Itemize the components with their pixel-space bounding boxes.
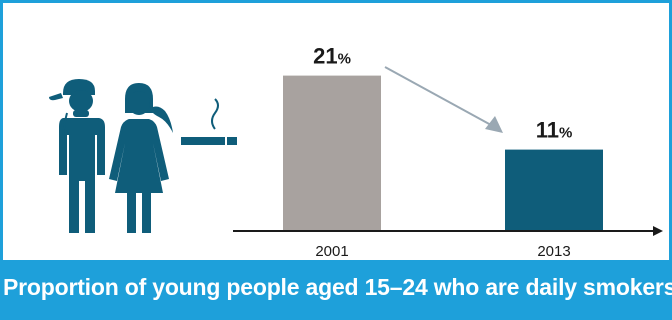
- caption-bar: Proportion of young people aged 15–24 wh…: [3, 260, 672, 320]
- trend-arrow: [384, 66, 492, 126]
- bar-2013: [505, 149, 603, 231]
- young-woman-icon: [109, 83, 173, 233]
- chart-area: 21% 2001 11% 2013: [49, 44, 663, 260]
- young-man-icon: [49, 79, 105, 233]
- chart-caption: Proportion of young people aged 15–24 wh…: [3, 274, 672, 300]
- trend-arrowhead: [485, 116, 503, 133]
- category-label-2013: 2013: [537, 243, 570, 260]
- cigarette-icon: [181, 98, 237, 145]
- x-axis-arrowhead: [653, 226, 663, 236]
- bars-layer: 21% 2001 11% 2013: [283, 44, 603, 260]
- value-label-2013: 11%: [536, 118, 573, 143]
- bar-2001: [283, 75, 381, 231]
- category-label-2001: 2001: [315, 243, 348, 260]
- value-label-2001: 21%: [313, 44, 351, 69]
